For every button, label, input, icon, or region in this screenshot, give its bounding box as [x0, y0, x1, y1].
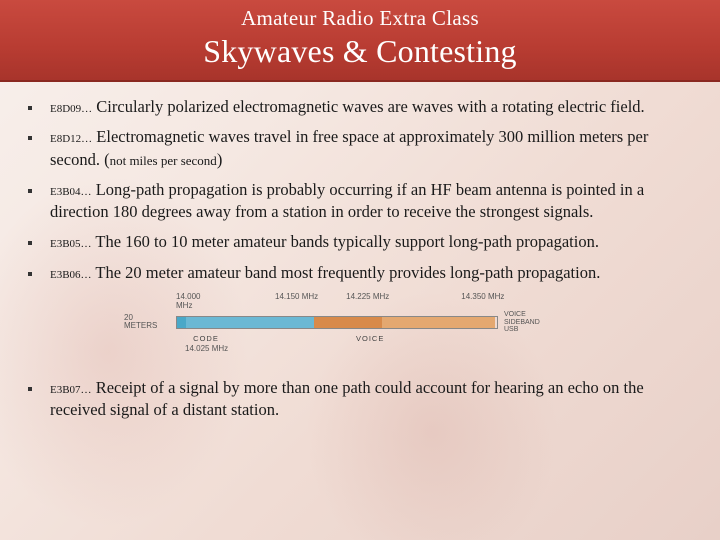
question-code: E3B05… — [50, 238, 92, 250]
bullet-marker-icon — [28, 387, 32, 391]
band-segment-3 — [314, 317, 382, 328]
question-code: E8D12… — [50, 133, 92, 145]
bullet-body: The 20 meter amateur band most frequentl… — [92, 263, 601, 282]
bullet-text: E3B07… Receipt of a signal by more than … — [50, 377, 696, 422]
freq-label: 14.350 MHz — [461, 292, 504, 310]
mode-row: CODE VOICE — [124, 334, 554, 343]
bullet-item: E3B04… Long-path propagation is probably… — [24, 179, 696, 224]
question-code: E3B07… — [50, 384, 92, 396]
bullet-text: E3B06… The 20 meter amateur band most fr… — [50, 262, 600, 284]
question-code: E8D09… — [50, 103, 92, 115]
sideband-label: VOICE SIDEBAND USB — [504, 311, 554, 334]
bullet-paren: not miles per second — [110, 153, 217, 168]
bullet-item: E8D12… Electromagnetic waves travel in f… — [24, 126, 696, 171]
band-segment-4 — [382, 317, 495, 328]
freq-label: 14.150 MHz — [275, 292, 318, 310]
bullet-text: E3B05… The 160 to 10 meter amateur bands… — [50, 231, 599, 253]
mode-code-label: CODE — [176, 334, 236, 343]
bullet-marker-icon — [28, 136, 32, 140]
bullet-marker-icon — [28, 189, 32, 193]
freq-top-row: 14.000 MHz 14.150 MHz 14.225 MHz 14.350 … — [124, 292, 554, 310]
bullet-item: E8D09… Circularly polarized electromagne… — [24, 96, 696, 118]
question-code: E3B06… — [50, 269, 92, 281]
band-segment-2 — [186, 317, 314, 328]
slide-content: E8D09… Circularly polarized electromagne… — [0, 82, 720, 421]
freq-label: 14.000 MHz — [176, 292, 185, 310]
freq-label: 14.225 MHz — [346, 292, 389, 310]
bullet-item: E3B05… The 160 to 10 meter amateur bands… — [24, 231, 696, 253]
band-bar — [176, 316, 498, 329]
bullet-text: E3B04… Long-path propagation is probably… — [50, 179, 696, 224]
band-row: 20 METERS VOICE SIDEBAND USB — [124, 311, 554, 334]
band-name-label: 20 METERS — [124, 314, 176, 332]
bullet-body: Circularly polarized electromagnetic wav… — [92, 97, 645, 116]
bullet-text: E8D09… Circularly polarized electromagne… — [50, 96, 645, 118]
bullet-marker-icon — [28, 106, 32, 110]
bullet-text: E8D12… Electromagnetic waves travel in f… — [50, 126, 696, 171]
freq-bottom-row: 14.025 MHz — [124, 344, 554, 353]
band-segment-1 — [177, 317, 186, 328]
bullet-body: Receipt of a signal by more than one pat… — [50, 378, 644, 419]
bullet-marker-icon — [28, 241, 32, 245]
bullet-marker-icon — [28, 272, 32, 276]
band-plan-diagram: 14.000 MHz 14.150 MHz 14.225 MHz 14.350 … — [124, 292, 554, 353]
question-code: E3B04… — [50, 186, 92, 198]
freq-label-bottom: 14.025 MHz — [185, 344, 228, 353]
header-title: Amateur Radio Extra Class — [0, 6, 720, 31]
bullet-body-b: ) — [217, 150, 223, 169]
bullet-item: E3B06… The 20 meter amateur band most fr… — [24, 262, 696, 284]
mode-voice-label: VOICE — [356, 334, 384, 343]
slide-header: Amateur Radio Extra Class Skywaves & Con… — [0, 0, 720, 82]
bullet-body: The 160 to 10 meter amateur bands typica… — [92, 232, 599, 251]
header-subtitle: Skywaves & Contesting — [0, 33, 720, 70]
bullet-body: Long-path propagation is probably occurr… — [50, 180, 644, 221]
bullet-item: E3B07… Receipt of a signal by more than … — [24, 377, 696, 422]
